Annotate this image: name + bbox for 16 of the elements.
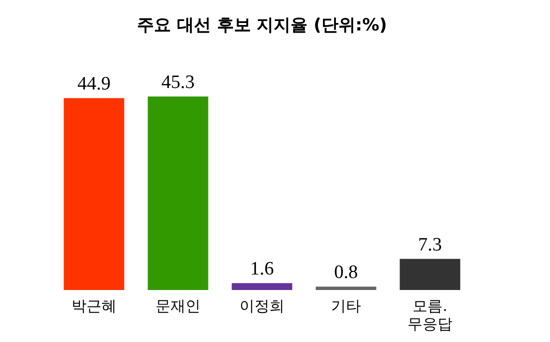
- x-tick-label: 모름. 무응답: [408, 296, 452, 333]
- bar: [400, 258, 460, 290]
- bar: [316, 286, 376, 290]
- x-tick-label: 기타: [331, 296, 361, 315]
- data-label: 45.3: [161, 72, 195, 93]
- data-label: 0.8: [334, 262, 358, 284]
- bar: [148, 96, 208, 290]
- x-tick-label: 이정희: [240, 296, 284, 315]
- data-label: 44.9: [77, 74, 111, 95]
- chart-title: 주요 대선 후보 지지율 (단위:%): [136, 16, 388, 36]
- bar: [232, 283, 292, 290]
- bar: [64, 98, 124, 290]
- data-label: 1.6: [250, 258, 274, 280]
- x-tick-label: 박근혜: [72, 296, 116, 315]
- x-tick-label: 문재인: [156, 296, 200, 315]
- data-label: 7.3: [418, 234, 442, 256]
